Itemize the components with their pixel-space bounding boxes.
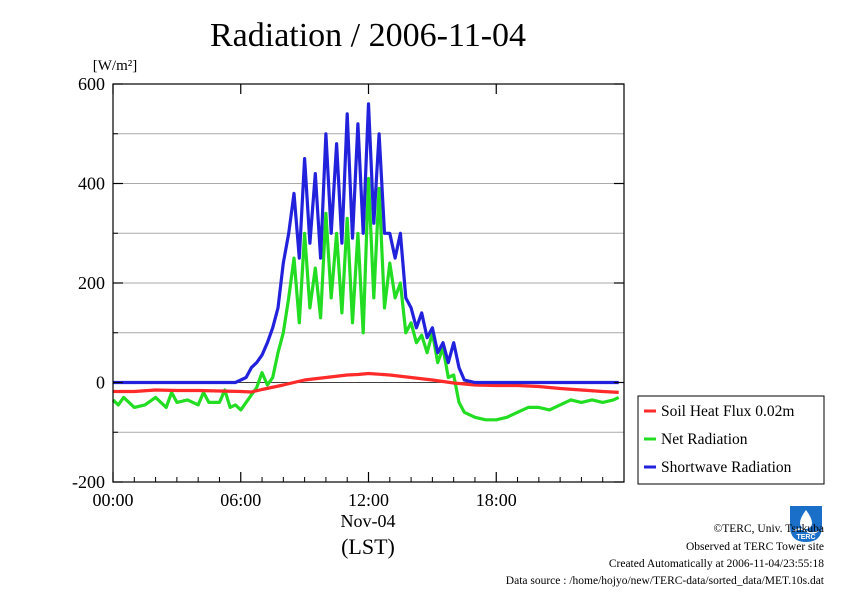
footer-created: Created Automatically at 2006-11-04/23:5… bbox=[609, 558, 824, 570]
series-line-2 bbox=[113, 102, 619, 385]
x-axis-sublabel: (LST) bbox=[341, 534, 395, 559]
series-line-0 bbox=[113, 371, 619, 394]
legend-label: Net Radiation bbox=[661, 431, 748, 448]
series-lines bbox=[111, 102, 620, 422]
chart-title: Radiation / 2006-11-04 bbox=[210, 17, 526, 54]
y-tick-label: 400 bbox=[78, 174, 105, 194]
logo-drop-icon bbox=[800, 510, 812, 529]
y-axis-label: [W/m²] bbox=[93, 58, 137, 74]
y-tick-label: 200 bbox=[78, 273, 105, 293]
series-line-1 bbox=[111, 176, 620, 422]
y-tick-label: 600 bbox=[78, 74, 105, 94]
footer-source: Data source : /home/hojyo/new/TERC-data/… bbox=[506, 575, 825, 587]
terc-logo: TERC bbox=[790, 506, 822, 542]
legend-box bbox=[637, 395, 825, 485]
legend: Soil Heat Flux 0.02m Net Radiation Shortwa… bbox=[637, 395, 825, 485]
footer-copyright: ©TERC, Univ. Tsukuba bbox=[714, 523, 824, 535]
x-axis-label: Nov-04 bbox=[341, 511, 396, 531]
y-tick-label: -200 bbox=[72, 472, 105, 492]
legend-label: Soil Heat Flux 0.02m bbox=[661, 403, 794, 420]
logo-text: TERC bbox=[796, 534, 815, 541]
x-tick-label: 12:00 bbox=[348, 490, 389, 510]
axis-ticks: -200 0 200 400 600 00:00 06:00 12:00 18:00 bbox=[72, 74, 624, 510]
legend-label: Shortwave Radiation bbox=[661, 459, 792, 476]
footer-observed: Observed at TERC Tower site bbox=[686, 541, 824, 553]
x-tick-label: 18:00 bbox=[476, 490, 517, 510]
x-tick-label: 00:00 bbox=[92, 490, 133, 510]
logo-wave-icon bbox=[793, 528, 819, 534]
y-tick-label: 0 bbox=[96, 373, 105, 393]
x-tick-label: 06:00 bbox=[220, 490, 261, 510]
